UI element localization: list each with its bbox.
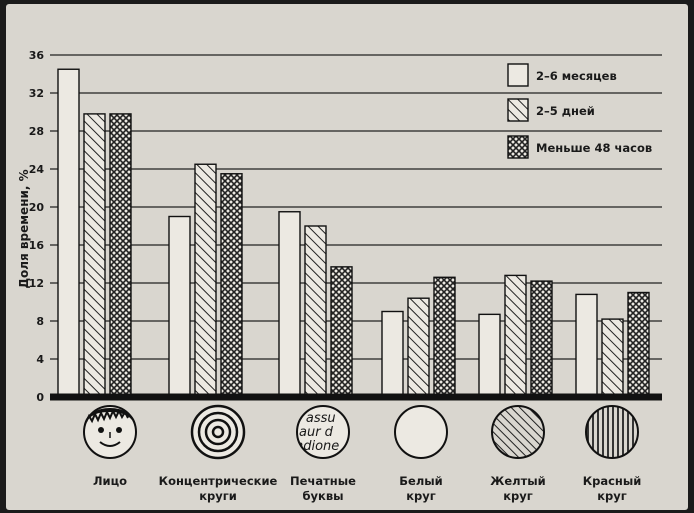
bar-plain-5: [575, 293, 598, 398]
legend-label: 2–6 месяцев: [536, 69, 617, 83]
vertical-striped-circle-icon: [585, 405, 639, 459]
category-label-line1: Лицо: [93, 474, 127, 488]
bar-plain-0: [57, 68, 80, 398]
category-label-line2: круг: [597, 489, 627, 503]
bar-diagonal-1: [194, 163, 217, 398]
y-tick-label: 16: [29, 239, 45, 252]
concentric-circles-icon: [190, 404, 246, 460]
bar-crosshatch-0: [109, 113, 132, 398]
category-icons: s assu aur d ndione: [83, 404, 639, 460]
svg-text:s assu: s assu: [295, 411, 336, 426]
bar-plain-3: [381, 310, 404, 398]
white-circle-icon: [394, 405, 448, 459]
printed-letters-icon: s assu aur d ndione: [295, 405, 350, 459]
legend-swatch-diagonal: [507, 98, 529, 122]
legend-label: 2–5 дней: [536, 104, 595, 118]
y-tick-label: 20: [29, 201, 45, 214]
category-label-line2: буквы: [302, 489, 343, 503]
y-tick-label: 28: [29, 125, 44, 138]
bar-plain-4: [478, 313, 501, 398]
y-tick-label: 12: [29, 277, 44, 290]
bar-plain-2: [278, 211, 301, 398]
bar-diagonal-2: [304, 225, 327, 398]
bar-crosshatch-1: [220, 173, 243, 398]
legend-swatch-crosshatch: [507, 135, 529, 159]
bar-crosshatch-4: [530, 280, 553, 398]
bars: [57, 68, 650, 398]
bar-chart: Доля времени, % 0 4 8 12 16 20 24 28 32 36 2–6 ме…: [17, 49, 662, 503]
y-tick-label: 24: [29, 163, 45, 176]
category-label-line1: Желтый: [490, 474, 545, 488]
y-tick-label: 32: [29, 87, 44, 100]
bar-crosshatch-3: [433, 276, 456, 398]
category-label-line2: круги: [199, 489, 237, 503]
category-label-line1: Белый: [399, 474, 442, 488]
category-label-line1: Концентрические: [159, 474, 278, 488]
bar-crosshatch-5: [627, 291, 650, 398]
bar-diagonal-3: [407, 297, 430, 398]
bar-diagonal-0: [83, 113, 106, 398]
legend-swatch-plain: [507, 63, 529, 87]
category-label-line1: Печатные: [290, 474, 356, 488]
svg-text:aur d: aur d: [299, 425, 334, 440]
bar-plain-1: [168, 215, 191, 398]
svg-text:ndione: ndione: [295, 439, 339, 454]
bar-diagonal-4: [504, 274, 527, 398]
y-tick-labels: 0 4 8 12 16 20 24 28 32 36: [29, 49, 45, 404]
y-tick-label: 36: [29, 49, 45, 62]
bar-diagonal-5: [601, 318, 624, 398]
legend-label: Меньше 48 часов: [536, 141, 652, 155]
category-label-line2: круг: [503, 489, 533, 503]
category-label-line2: круг: [406, 489, 436, 503]
y-tick-label: 4: [36, 353, 44, 366]
gridlines: [50, 54, 662, 360]
bar-crosshatch-2: [330, 266, 353, 398]
book-page: Доля времени, % 0 4 8 12 16 20 24 28 32 36 2–6 ме…: [6, 4, 688, 510]
face-icon: [83, 405, 137, 459]
diagonal-striped-circle-icon: [491, 405, 545, 459]
category-label-line1: Красный: [583, 474, 642, 488]
y-tick-label: 8: [36, 315, 44, 328]
y-axis-label: Доля времени, %: [17, 169, 31, 288]
y-tick-label: 0: [36, 391, 44, 404]
legend: 2–6 месяцев 2–5 дней Меньше 48 часов: [507, 63, 652, 159]
